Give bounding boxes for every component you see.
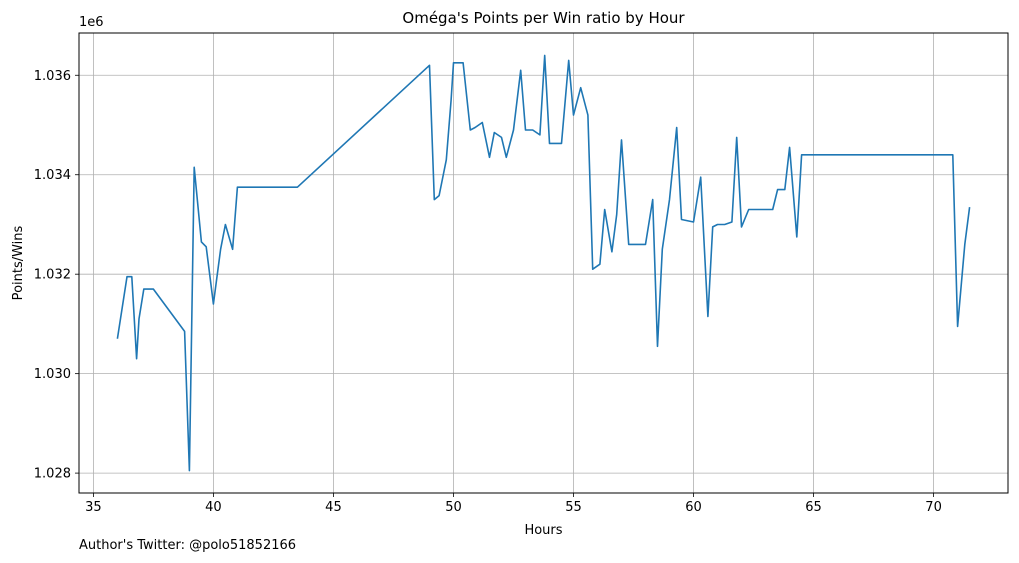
y-tick-label: 1.036 — [34, 69, 71, 84]
y-tick-label: 1.028 — [34, 467, 71, 482]
ticks: 35 40 45 50 55 60 65 70 1.028 1.030 1.032 1.034 1.03… — [34, 69, 942, 515]
x-tick-label: 65 — [805, 500, 822, 515]
y-axis-label: Points/Wins — [11, 225, 26, 300]
x-tick-label: 50 — [445, 500, 462, 515]
x-tick-label: 60 — [685, 500, 702, 515]
y-tick-label: 1.032 — [34, 268, 71, 283]
series-layer — [116, 54, 971, 472]
plot-frame — [78, 32, 1009, 494]
y-tick-label: 1.030 — [34, 367, 71, 382]
series-line — [116, 54, 971, 472]
x-tick-label: 70 — [925, 500, 942, 515]
y-tick-label: 1.034 — [34, 168, 71, 183]
x-tick-label: 35 — [85, 500, 102, 515]
y-axis-offset-label: 1e6 — [79, 15, 104, 30]
x-axis-label: Hours — [524, 523, 562, 538]
x-tick-label: 40 — [205, 500, 222, 515]
chart-title: Oméga's Points per Win ratio by Hour — [402, 9, 685, 27]
x-tick-label: 45 — [325, 500, 342, 515]
x-tick-label: 55 — [565, 500, 582, 515]
author-credit: Author's Twitter: @polo51852166 — [79, 538, 297, 553]
